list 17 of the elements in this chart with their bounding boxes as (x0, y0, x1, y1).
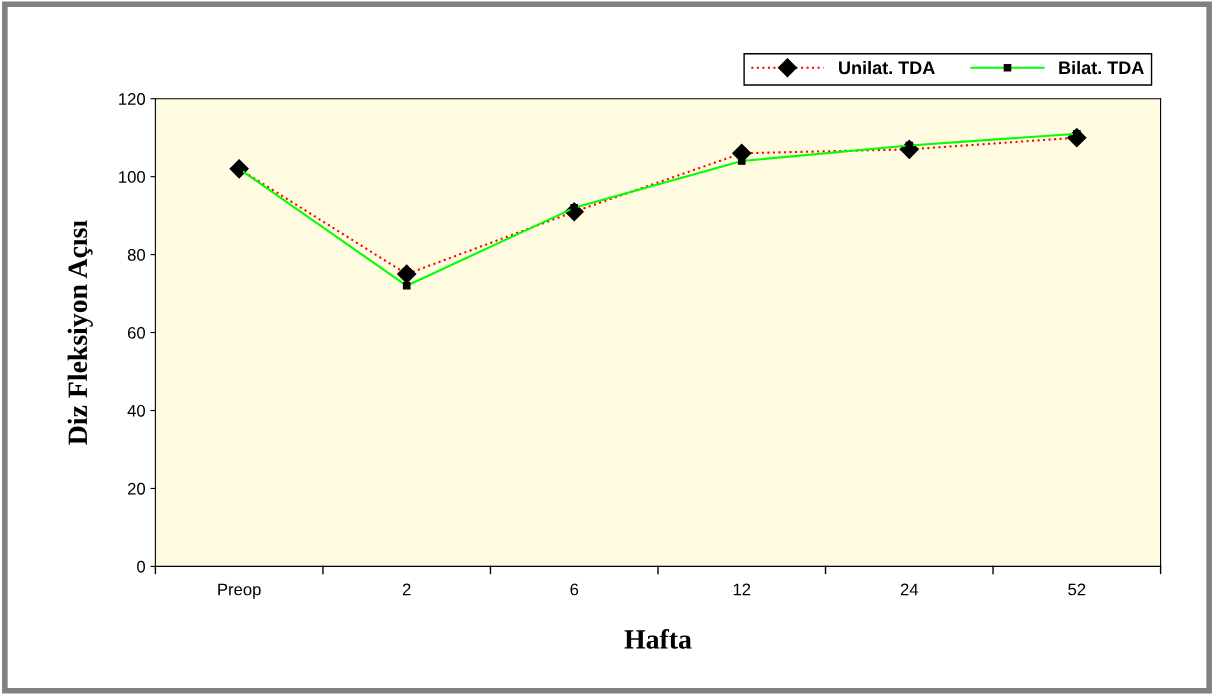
x-tick-label: 24 (900, 583, 919, 596)
y-tick-label: 20 (127, 482, 146, 495)
y-tick-label: 80 (127, 249, 146, 261)
x-tick-label: 12 (733, 583, 751, 596)
y-tick-label: 100 (119, 171, 146, 183)
x-tick-label: 6 (570, 583, 579, 596)
y-axis-title: Diz Fleksiyon Açısı (67, 220, 93, 445)
y-tick-label: 0 (137, 560, 146, 573)
x-tick-label: 52 (1068, 583, 1086, 596)
y-tick-label: 40 (127, 404, 146, 417)
y-tick-label: 60 (127, 326, 146, 339)
legend-label: Bilat. TDA (1059, 60, 1144, 75)
legend-label: Unilat. TDA (839, 60, 935, 75)
x-tick-label: Preop (218, 583, 261, 599)
x-axis-title: Hafta (624, 628, 692, 649)
y-tick-label: 120 (119, 93, 146, 105)
x-tick-label: 2 (402, 583, 411, 596)
